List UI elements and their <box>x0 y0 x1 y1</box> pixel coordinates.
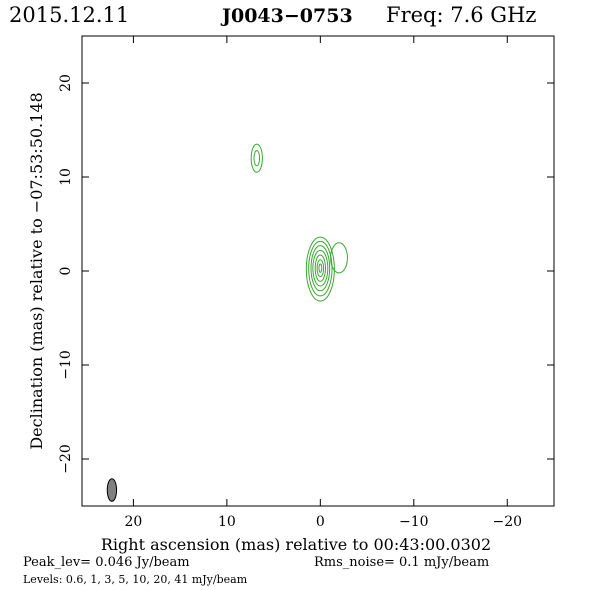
contour-line <box>305 236 335 302</box>
frequency-label: Freq: 7.6 GHz <box>386 3 536 27</box>
contour-line <box>310 245 331 292</box>
beam-ellipse-layer <box>106 478 118 502</box>
contour-line <box>312 249 329 287</box>
axis-tick-labels: 20 10 0 −10 −20 20 10 0 −10 −20 <box>58 74 522 530</box>
component-north-knot <box>250 143 263 173</box>
peak-level: Peak_lev= 0.046 Jy/beam <box>23 555 190 570</box>
source-name: J0043−0753 <box>220 5 353 27</box>
y-tick-label: −20 <box>58 444 74 474</box>
rms-noise: Rms_noise= 0.1 mJy/beam <box>314 555 489 570</box>
y-tick-label: 20 <box>58 74 74 92</box>
contour-line <box>318 263 323 273</box>
y-tick-label: −10 <box>58 350 74 380</box>
x-tick-label: 0 <box>316 514 325 530</box>
component-jet-extension <box>330 242 348 274</box>
x-tick-label: 20 <box>124 514 142 530</box>
contour-line <box>330 242 348 274</box>
x-tick-label: 10 <box>218 514 236 530</box>
contour-line <box>250 143 263 173</box>
component-core <box>305 236 335 302</box>
contour-levels: Levels: 0.6, 1, 3, 5, 10, 20, 41 mJy/bea… <box>23 573 248 586</box>
contour-layer <box>250 143 348 302</box>
x-axis-label: Right ascension (mas) relative to 00:43:… <box>101 535 491 554</box>
y-tick-label: 10 <box>58 168 74 186</box>
plot-frame <box>81 35 555 507</box>
contour-line <box>308 240 333 297</box>
contour-line <box>253 150 261 167</box>
x-tick-label: −10 <box>399 514 429 530</box>
contour-line <box>314 254 326 282</box>
axis-ticks <box>82 36 554 506</box>
observation-date: 2015.12.11 <box>9 3 129 27</box>
beam-ellipse <box>106 478 118 502</box>
x-tick-label: −20 <box>492 514 522 530</box>
contour-line <box>316 259 325 278</box>
y-axis-label: Declination (mas) relative to −07:53:50.… <box>27 92 46 449</box>
y-tick-label: 0 <box>58 267 74 276</box>
